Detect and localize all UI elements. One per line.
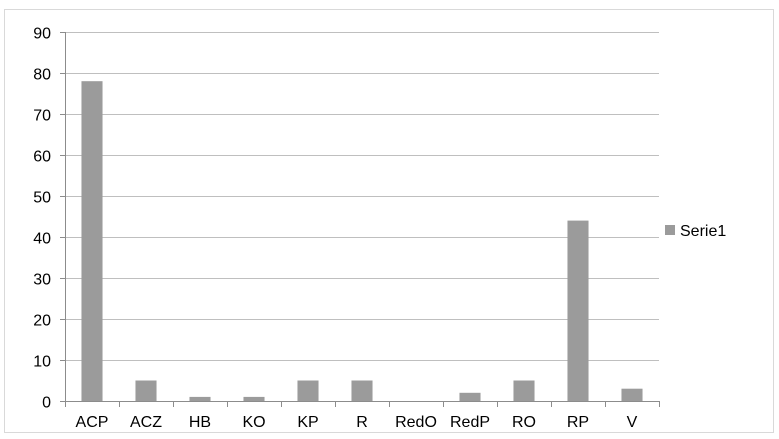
bar-rp	[567, 220, 589, 401]
bar-ro	[513, 380, 535, 401]
x-tick-label: KP	[297, 414, 318, 431]
axes	[60, 32, 660, 407]
bars	[81, 81, 643, 401]
x-tick-label: R	[356, 414, 368, 431]
y-tick-label: 70	[33, 108, 51, 125]
y-tick-labels: 0 10 20 30 40 50 60 70 80 90	[33, 26, 51, 412]
gridlines	[65, 32, 659, 361]
y-tick-label: 10	[33, 354, 51, 371]
x-tick-label: RO	[512, 414, 536, 431]
y-tick-label: 30	[33, 272, 51, 289]
y-tick-label: 20	[33, 313, 51, 330]
y-tick-label: 90	[33, 26, 51, 43]
y-tick-label: 50	[33, 190, 51, 207]
x-tick-label: RedP	[450, 414, 490, 431]
bar-kp	[297, 380, 319, 401]
y-tick-label: 0	[42, 395, 51, 412]
x-tick-label: KO	[242, 414, 265, 431]
chart-frame	[4, 9, 774, 433]
x-tick-label: HB	[189, 414, 211, 431]
x-tick-label: RedO	[395, 414, 437, 431]
bar-redp	[459, 392, 481, 401]
x-tick-label: RP	[567, 414, 589, 431]
bar-r	[351, 380, 373, 401]
bar-v	[621, 388, 643, 401]
legend-swatch	[665, 225, 675, 235]
x-tick-label: ACZ	[130, 414, 162, 431]
x-tick-label: V	[627, 414, 638, 431]
y-tick-label: 60	[33, 149, 51, 166]
legend: Serie1	[665, 223, 726, 240]
bar-ko	[243, 396, 265, 401]
legend-label: Serie1	[680, 223, 726, 240]
bar-acp	[81, 81, 103, 401]
bar-acz	[135, 380, 157, 401]
x-tick-label: ACP	[76, 414, 109, 431]
y-tick-label: 40	[33, 231, 51, 248]
bar-hb	[189, 396, 211, 401]
x-tick-labels: ACP ACZ HB KO KP R RedO RedP RO RP V	[76, 414, 638, 431]
y-tick-label: 80	[33, 67, 51, 84]
